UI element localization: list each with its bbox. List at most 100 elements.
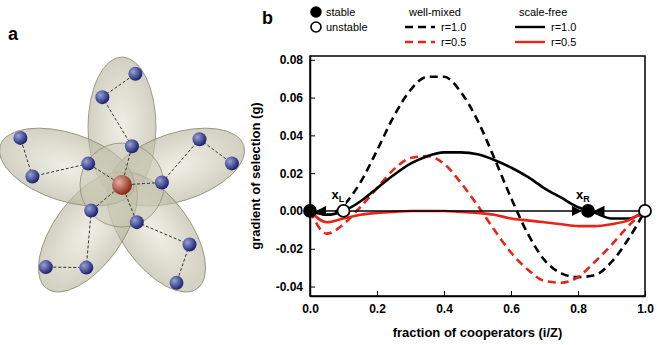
link bbox=[137, 222, 190, 244]
x-tick: 0.4 bbox=[436, 291, 453, 316]
legend-label: r=1.0 bbox=[551, 21, 576, 33]
legend-header: scale-free bbox=[519, 6, 567, 18]
x-tick-mark bbox=[444, 291, 445, 296]
y-tick-label: -0.04 bbox=[276, 280, 304, 294]
unstable-point bbox=[639, 205, 651, 217]
y-tick: 0.08 bbox=[280, 53, 315, 67]
legend-label: r=1.0 bbox=[441, 21, 466, 33]
node bbox=[183, 238, 197, 252]
legend-label: r=0.5 bbox=[551, 36, 576, 48]
node bbox=[95, 90, 109, 104]
legend-swatch bbox=[515, 41, 545, 43]
x-tick-label: 1.0 bbox=[637, 302, 654, 316]
node bbox=[225, 156, 239, 170]
x-axis: 0.0 0.2 0.4 0.6 0.8 1.0 bbox=[302, 291, 654, 316]
legend-label: r=0.5 bbox=[441, 36, 466, 48]
node bbox=[25, 170, 39, 184]
flow-arrow bbox=[350, 210, 582, 212]
x-tick: 0.8 bbox=[570, 291, 587, 316]
fixed-point-label-sub: L bbox=[339, 194, 345, 204]
link bbox=[86, 211, 91, 268]
link bbox=[102, 97, 132, 146]
node bbox=[13, 131, 27, 145]
stable-point bbox=[582, 205, 594, 217]
y-axis-title: gradient of selection (g) bbox=[248, 102, 263, 249]
y-tick-label: 0.04 bbox=[280, 129, 304, 143]
panel-a bbox=[0, 57, 254, 309]
series-line bbox=[310, 77, 645, 277]
flow-arrow bbox=[595, 210, 639, 212]
figure: a 0.0 0.2 0.4 0.6 0.8 1.0 -0.04 -0.02 0.00 0.02 0.0… bbox=[0, 0, 657, 345]
fixed-points bbox=[304, 205, 651, 217]
y-tick-mark bbox=[310, 98, 315, 99]
fixed-point-label-sub: R bbox=[583, 194, 590, 204]
x-tick-mark bbox=[511, 291, 512, 296]
y-tick-label: 0.00 bbox=[280, 204, 304, 218]
node bbox=[192, 132, 206, 146]
stable-point bbox=[304, 205, 316, 217]
y-tick: 0.04 bbox=[280, 129, 315, 143]
y-tick-mark bbox=[310, 173, 315, 174]
link bbox=[162, 139, 200, 182]
series-line bbox=[310, 211, 645, 226]
legend-marker bbox=[311, 22, 321, 32]
node bbox=[128, 67, 142, 81]
node bbox=[84, 204, 98, 218]
y-axis: -0.04 -0.02 0.00 0.02 0.04 0.06 0.08 bbox=[276, 53, 315, 296]
x-tick: 0.2 bbox=[369, 291, 386, 316]
series-line bbox=[310, 152, 645, 218]
y-tick: 0.06 bbox=[280, 91, 315, 105]
center-region bbox=[80, 143, 164, 227]
flow-arrow bbox=[317, 210, 338, 212]
panel-label: a bbox=[8, 24, 19, 44]
y-tick: -0.04 bbox=[276, 280, 315, 294]
y-tick: 0.02 bbox=[280, 167, 315, 181]
fixed-point-label: xR bbox=[576, 187, 590, 204]
label-patch bbox=[331, 187, 346, 204]
center-node bbox=[112, 175, 132, 195]
y-tick-label: -0.02 bbox=[276, 242, 304, 256]
legend-marker bbox=[311, 7, 321, 17]
legend-swatch bbox=[515, 26, 545, 28]
legend-label: unstable bbox=[326, 21, 368, 33]
node bbox=[79, 261, 93, 275]
series-line bbox=[310, 156, 645, 283]
fixed-point-labels: xL xR bbox=[331, 187, 592, 204]
y-tick-label: 0.08 bbox=[280, 53, 304, 67]
legend-header: well-mixed bbox=[408, 6, 461, 18]
panel-label: b bbox=[262, 8, 273, 28]
y-tick-mark bbox=[310, 287, 315, 288]
y-tick-mark bbox=[310, 249, 315, 250]
y-axis-line bbox=[310, 57, 312, 297]
link bbox=[32, 164, 88, 177]
node bbox=[39, 260, 53, 274]
node bbox=[130, 215, 144, 229]
y-tick: -0.02 bbox=[276, 242, 315, 256]
x-axis-title: fraction of cooperators (i/Z) bbox=[393, 325, 563, 340]
legend: stable unstable well-mixed scale-free r=1.0 r… bbox=[311, 6, 576, 48]
x-tick-mark bbox=[377, 291, 378, 296]
y-tick: 0.00 bbox=[280, 204, 315, 218]
x-tick-label: 0.2 bbox=[369, 302, 386, 316]
fixed-point-label: xL bbox=[332, 187, 345, 204]
x-tick-mark bbox=[578, 291, 579, 296]
unstable-point bbox=[338, 205, 350, 217]
y-tick-mark bbox=[310, 60, 315, 61]
x-tick-label: 0.6 bbox=[503, 302, 520, 316]
node bbox=[170, 276, 184, 290]
x-tick-mark bbox=[645, 291, 646, 296]
x-tick-label: 0.8 bbox=[570, 302, 587, 316]
label-patch bbox=[575, 187, 591, 204]
x-tick-label: 0.4 bbox=[436, 302, 453, 316]
plot-lines bbox=[310, 77, 645, 283]
legend-label: stable bbox=[326, 6, 355, 18]
y-tick-label: 0.06 bbox=[280, 91, 304, 105]
x-tick-label: 0.0 bbox=[302, 302, 319, 316]
x-tick: 0.6 bbox=[503, 291, 520, 316]
y-tick-label: 0.02 bbox=[280, 167, 304, 181]
legend-swatch bbox=[405, 26, 435, 28]
node bbox=[81, 157, 95, 171]
legend-swatch bbox=[405, 41, 435, 43]
y-tick-mark bbox=[310, 135, 315, 136]
node bbox=[125, 139, 139, 153]
